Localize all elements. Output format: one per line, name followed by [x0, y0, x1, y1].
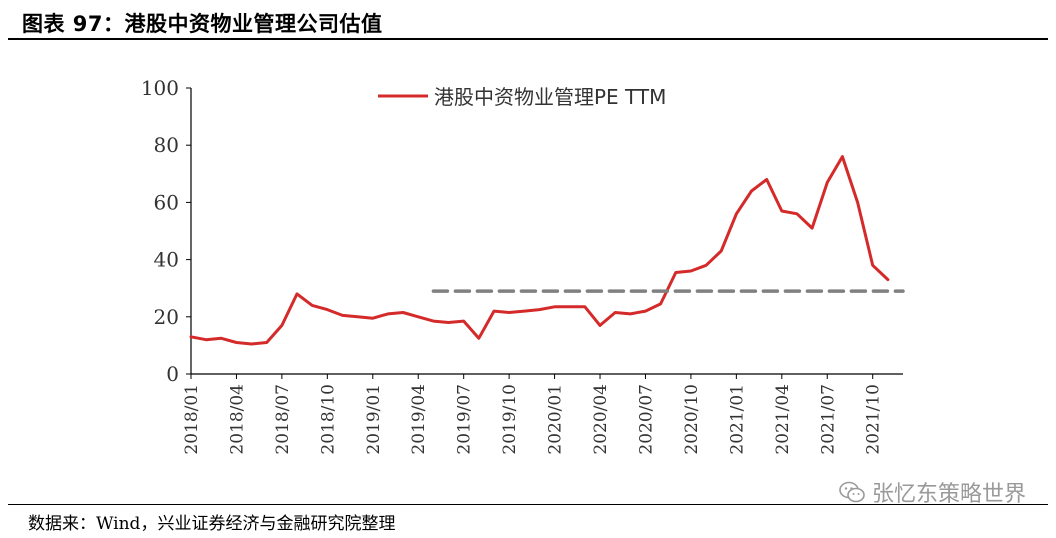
y-tick-label: 20: [154, 305, 179, 329]
y-tick-label: 60: [154, 190, 179, 214]
chart-marks: [189, 155, 905, 346]
x-tick-label: 2020/01: [546, 384, 566, 455]
x-tick-label: 2020/04: [591, 384, 611, 455]
y-tick-label: 40: [154, 248, 179, 272]
legend-label: 港股中资物业管理PE TTM: [434, 85, 666, 109]
chart-legend: 港股中资物业管理PE TTM: [378, 85, 666, 109]
wechat-icon: [839, 481, 865, 503]
x-tick-label: 2021/10: [864, 384, 884, 455]
watermark: 张忆东策略世界: [838, 476, 1026, 508]
source-note: 数据来：Wind，兴业证券经济与金融研究院整理: [28, 514, 396, 534]
x-tick-label: 2020/10: [682, 384, 702, 455]
x-tick-label: 2019/04: [409, 384, 429, 455]
y-tick-label: 0: [166, 362, 179, 386]
y-tick-label: 100: [141, 76, 179, 100]
watermark-text: 张忆东策略世界: [871, 482, 1026, 507]
line-chart: 0 20 40 60 80 100 2018/01 2018/04 2018/07 2018/10…: [141, 76, 905, 455]
x-tick-label: 2018/04: [227, 384, 247, 455]
x-tick-label: 2018/01: [182, 384, 202, 455]
x-tick-label: 2019/07: [455, 384, 475, 455]
x-tick-label: 2018/07: [273, 384, 293, 455]
chart-axes: 0 20 40 60 80 100 2018/01 2018/04 2018/07 2018/10…: [141, 76, 903, 455]
x-tick-label: 2019/10: [500, 384, 520, 455]
x-tick-label: 2021/01: [727, 384, 747, 455]
x-tick-label: 2021/04: [773, 384, 793, 455]
x-tick-label: 2020/07: [636, 384, 656, 455]
source-divider: [8, 504, 1048, 505]
page-title: 图表 97：港股中资物业管理公司估值: [22, 12, 383, 36]
x-tick-label: 2019/01: [364, 384, 384, 455]
series-line-pe-ttm: [189, 155, 890, 346]
x-tick-label: 2021/07: [818, 384, 838, 455]
x-tick-label: 2018/10: [318, 384, 338, 455]
y-tick-label: 80: [154, 133, 179, 157]
title-bar: 图表 97：港股中资物业管理公司估值: [8, 4, 1048, 40]
